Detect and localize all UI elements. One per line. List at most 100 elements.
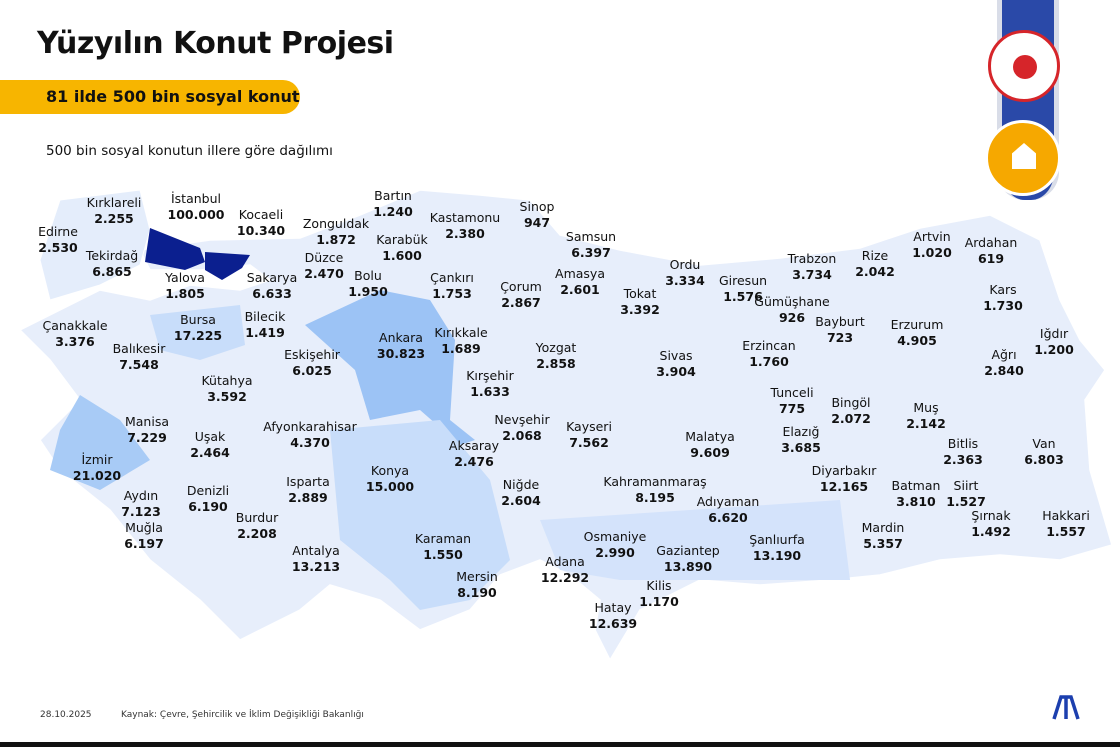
province-name: Diyarbakır — [811, 463, 877, 478]
province-label: Gaziantep 13.890 — [656, 543, 720, 575]
page-title: Yüzyılın Konut Projesi — [37, 26, 394, 61]
province-value: 2.464 — [190, 445, 230, 460]
province-value: 12.639 — [588, 616, 638, 631]
province-name: Düzce — [304, 250, 344, 265]
province-value: 2.072 — [831, 411, 871, 426]
province-label: Şırnak 1.492 — [971, 508, 1011, 540]
province-name: Yalova — [165, 270, 205, 285]
province-value: 6.620 — [708, 510, 748, 525]
province-value: 100.000 — [167, 207, 225, 222]
province-name: Rize — [861, 248, 889, 263]
province-label: Malatya 9.609 — [685, 429, 735, 461]
province-name: Adana — [545, 554, 585, 569]
province-name: Edirne — [38, 224, 78, 239]
province-value: 1.557 — [1046, 524, 1086, 539]
province-name: Zonguldak — [302, 216, 370, 231]
province-value: 1.200 — [1034, 342, 1074, 357]
province-value: 2.601 — [560, 282, 600, 297]
province-name: Kars — [989, 282, 1017, 297]
province-value: 6.803 — [1024, 452, 1064, 467]
province-value: 2.255 — [94, 211, 134, 226]
province-label: Burdur 2.208 — [236, 510, 278, 542]
province-label: Artvin 1.020 — [912, 229, 952, 261]
province-label: Düzce 2.470 — [304, 250, 344, 282]
province-label: Bilecik 1.419 — [245, 309, 286, 341]
province-label: Kütahya 3.592 — [201, 373, 252, 405]
bottom-border — [0, 742, 1120, 747]
province-value: 926 — [778, 310, 806, 325]
headline-badge: 81 ilde 500 bin sosyal konut — [0, 80, 300, 114]
province-label: Amasya 2.601 — [555, 266, 605, 298]
province-name: Van — [1032, 436, 1056, 451]
province-name: Sivas — [659, 348, 693, 363]
province-value: 7.123 — [121, 504, 161, 519]
province-value: 6.397 — [571, 245, 611, 260]
province-value: 21.020 — [72, 468, 122, 483]
province-label: Zonguldak 1.872 — [303, 216, 369, 248]
province-name: Çorum — [500, 279, 542, 294]
ministry-seal-logo — [988, 30, 1060, 102]
bursa-region — [150, 305, 245, 360]
province-name: Denizli — [186, 483, 230, 498]
province-label: Kırıkkale 1.689 — [434, 325, 487, 357]
province-label: Yozgat 2.858 — [536, 340, 577, 372]
province-label: Elazığ 3.685 — [781, 424, 821, 456]
province-label: Çankırı 1.753 — [430, 270, 474, 302]
province-name: Adıyaman — [696, 494, 760, 509]
province-label: Mersin 8.190 — [456, 569, 498, 601]
province-name: Samsun — [565, 229, 617, 244]
province-label: Muğla 6.197 — [124, 520, 164, 552]
province-name: Şanlıurfa — [749, 532, 805, 547]
province-name: Muş — [913, 400, 939, 415]
province-value: 15.000 — [365, 479, 415, 494]
province-label: Samsun 6.397 — [566, 229, 616, 261]
province-value: 723 — [826, 330, 854, 345]
kocaeli-region — [205, 252, 250, 280]
province-name: Gaziantep — [656, 543, 720, 558]
province-value: 5.357 — [863, 536, 903, 551]
province-name: Sakarya — [246, 270, 298, 285]
province-label: Antalya 13.213 — [292, 543, 340, 575]
province-name: Kırklareli — [86, 195, 142, 210]
province-label: Rize 2.042 — [855, 248, 895, 280]
province-name: Hatay — [594, 600, 632, 615]
province-value: 6.633 — [252, 286, 292, 301]
badge-text: 81 ilde 500 bin sosyal konut — [46, 87, 300, 106]
province-name: Nevşehir — [494, 412, 550, 427]
province-label: Erzincan 1.760 — [742, 338, 795, 370]
province-value: 1.576 — [723, 289, 763, 304]
province-label: Sakarya 6.633 — [247, 270, 297, 302]
province-value: 1.600 — [382, 248, 422, 263]
province-label: Tokat 3.392 — [620, 286, 660, 318]
province-name: Aydın — [123, 488, 159, 503]
province-label: Batman 3.810 — [892, 478, 941, 510]
province-value: 1.760 — [749, 354, 789, 369]
province-name: Bitlis — [947, 436, 979, 451]
province-label: İstanbul 100.000 — [168, 191, 225, 223]
province-value: 3.334 — [665, 273, 705, 288]
province-value: 7.548 — [119, 357, 159, 372]
province-name: Iğdır — [1039, 326, 1069, 341]
province-label: Kars 1.730 — [983, 282, 1023, 314]
province-value: 2.470 — [304, 266, 344, 281]
province-name: Sinop — [519, 199, 555, 214]
province-name: Konya — [370, 463, 410, 478]
province-label: Diyarbakır 12.165 — [812, 463, 877, 495]
province-value: 1.550 — [423, 547, 463, 562]
province-label: Hakkari 1.557 — [1042, 508, 1090, 540]
province-value: 17.225 — [173, 328, 223, 343]
province-label: Giresun 1.576 — [719, 273, 767, 305]
province-value: 3.734 — [792, 267, 832, 282]
province-name: Kırıkkale — [434, 325, 488, 340]
province-name: Muğla — [125, 520, 163, 535]
province-name: Çankırı — [430, 270, 474, 285]
province-label: Kahramanmaraş 8.195 — [603, 474, 706, 506]
province-label: Trabzon 3.734 — [788, 251, 837, 283]
province-name: Isparta — [286, 474, 330, 489]
province-name: Kırşehir — [466, 368, 514, 383]
province-value: 8.190 — [457, 585, 497, 600]
province-value: 2.530 — [38, 240, 78, 255]
province-value: 1.633 — [470, 384, 510, 399]
footer-source: Kaynak: Çevre, Şehircilik ve İklim Değiş… — [121, 710, 364, 720]
province-label: Bayburt 723 — [815, 314, 865, 346]
